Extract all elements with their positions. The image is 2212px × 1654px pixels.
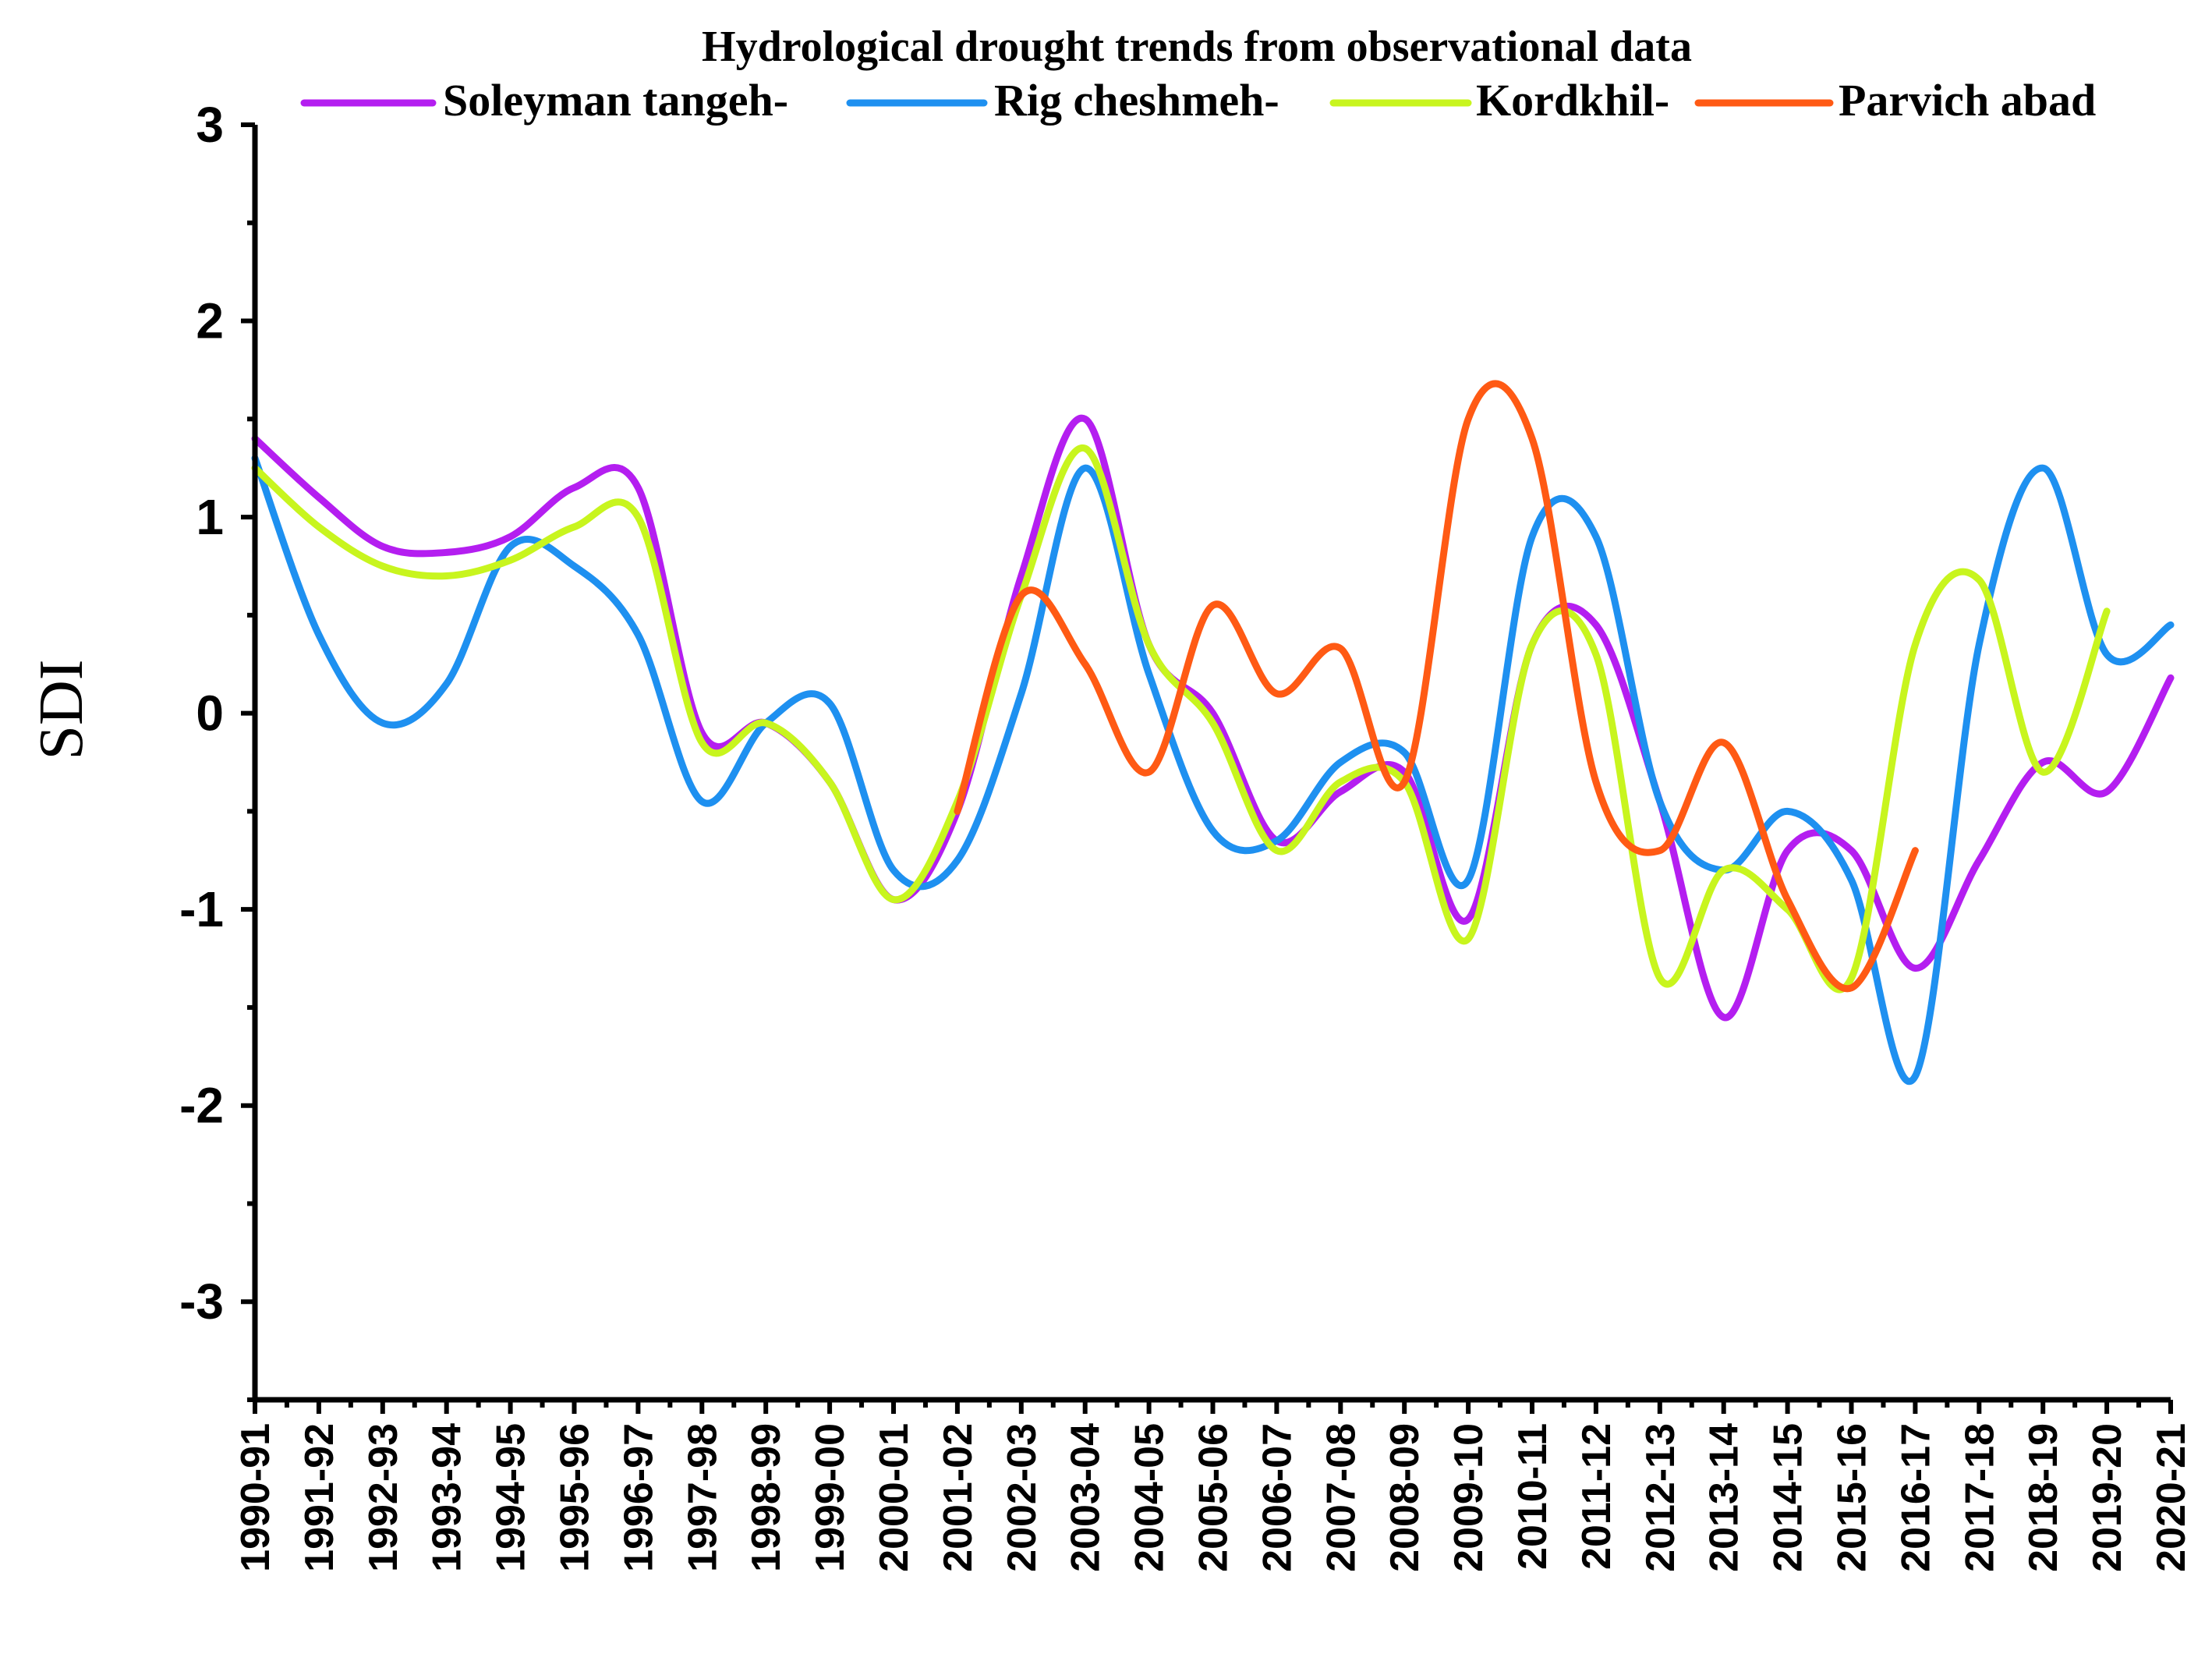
y-tick-label: 1 [196,489,224,545]
x-tick-label: 2014-15 [1766,1423,1811,1572]
x-tick-label: 1998-99 [744,1423,789,1572]
y-ticks: 3 2 1 0 -1 -2 -3 [179,97,255,1402]
series-line-kordkhil [251,444,2111,993]
y-tick-label: -3 [179,1273,224,1330]
y-tick-label: 0 [196,685,224,742]
x-tick-label: 2018-19 [2021,1423,2066,1572]
legend-label-soleyman-tangeh: Soleyman tangeh- [443,75,788,126]
x-tick-label: 1995-96 [553,1423,598,1572]
x-tick-label: 2017-18 [1957,1423,2002,1572]
legend-label-rig-cheshmeh: Rig cheshmeh- [994,75,1279,126]
x-tick-label: 2003-04 [1064,1423,1109,1572]
series-line-soleyman-tangeh [251,414,2175,1022]
y-tick-label: 2 [196,293,224,349]
series-line-parvich-abad [954,380,1919,993]
x-tick-label: 2008-09 [1382,1423,1428,1572]
chart-title: Hydrological drought trends from observa… [702,23,1692,71]
x-tick-label: 2012-13 [1638,1423,1683,1572]
x-tick-label: 2001-02 [936,1423,981,1572]
y-tick-label: -2 [179,1078,224,1134]
x-tick-label: 1993-94 [425,1423,470,1572]
x-ticks: 1990-91 1991-92 1992-93 1993-94 1994-95 1995-… [233,1400,2194,1572]
x-tick-label: 2011-12 [1574,1423,1619,1570]
x-tick-label: 2010-11 [1510,1423,1555,1570]
x-tick-label: 2002-03 [1000,1423,1045,1572]
axes [252,125,2171,1403]
x-tick-label: 1991-92 [297,1423,342,1572]
series-line-rig-cheshmeh [251,455,2175,1086]
x-tick-label: 2020-21 [2149,1423,2194,1572]
x-tick-label: 2007-08 [1318,1423,1364,1572]
x-tick-label: 1990-91 [233,1423,278,1572]
x-tick-label: 1992-93 [361,1423,406,1572]
y-axis-label: SDI [27,660,96,760]
x-tick-label: 2009-10 [1446,1423,1492,1572]
x-tick-label: 2004-05 [1127,1423,1173,1572]
x-tick-label: 1999-00 [808,1423,853,1572]
x-tick-label: 1994-95 [489,1423,534,1572]
x-tick-label: 2006-07 [1255,1423,1300,1572]
series-layer [251,380,2175,1086]
legend-label-parvich-abad: Parvich abad [1839,75,2096,126]
x-tick-label: 2016-17 [1893,1423,1938,1572]
x-tick-label: 2005-06 [1191,1423,1237,1572]
legend-label-kordkhil: Kordkhil- [1476,75,1669,126]
x-tick-label: 2000-01 [872,1423,917,1572]
x-tick-label: 2013-14 [1702,1423,1747,1572]
x-tick-label: 2015-16 [1830,1423,1875,1572]
y-tick-label: -1 [179,881,224,937]
x-tick-label: 2019-20 [2085,1423,2130,1572]
x-tick-label: 1996-97 [616,1423,661,1572]
legend: Soleyman tangeh- Rig cheshmeh- Kordkhil- Pa… [300,75,2096,126]
y-tick-label: 3 [196,97,224,153]
x-tick-label: 1997-98 [680,1423,725,1572]
